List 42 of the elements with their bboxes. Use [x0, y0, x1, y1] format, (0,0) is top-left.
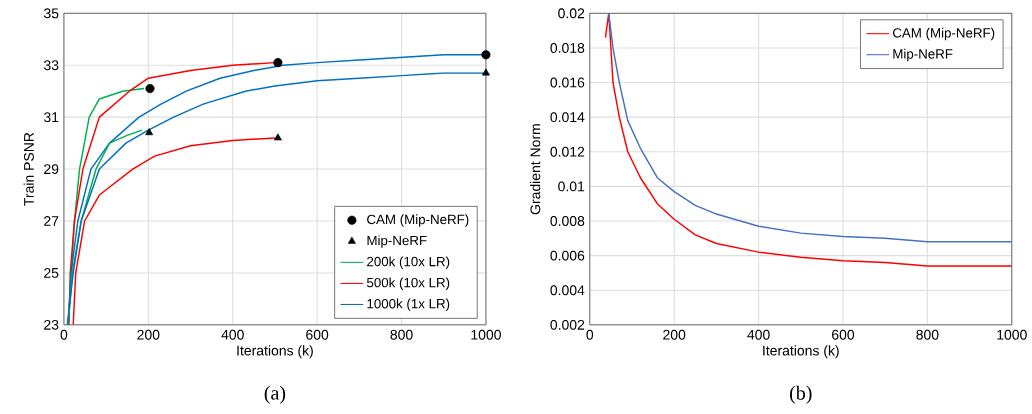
y-tick-label: 0.004	[550, 285, 585, 296]
x-tick-label: 1000	[997, 329, 1027, 340]
y-tick-label: 31	[43, 112, 59, 123]
y-tick-label: 23	[44, 319, 59, 330]
text: (b)	[790, 385, 812, 404]
legend-label: Mip-NeRF	[367, 235, 427, 248]
x-tick-label: 200	[137, 329, 160, 340]
y-tick-label: 29	[44, 164, 59, 175]
legend-label: 500k (10x LR)	[366, 277, 450, 290]
x-tick-label: 0	[586, 329, 594, 340]
text: (a)	[264, 385, 286, 404]
y-tick-label: 25	[44, 267, 59, 278]
y-tick-label: 0.002	[550, 319, 585, 330]
y-tick-label: 0.02	[558, 8, 585, 19]
x-tick-label: 0	[60, 329, 68, 340]
x-tick-label: 800	[916, 329, 939, 340]
x-tick-label: 600	[832, 329, 855, 340]
y-axis-title: Train PSNR	[23, 132, 34, 206]
x-tick-label: 1000	[471, 329, 501, 340]
x-tick-label: 400	[221, 329, 244, 340]
y-tick-label: 35	[43, 8, 59, 19]
y-tick-label: 0.012	[550, 146, 585, 157]
y-tick-label: 0.006	[550, 250, 585, 261]
x-tick-label: 800	[390, 329, 413, 340]
legend-label: Mip-NeRF	[893, 48, 953, 62]
y-tick-label: 0.014	[550, 112, 585, 123]
x-tick-label: 600	[306, 329, 329, 340]
legend-label: 200k (10x LR)	[367, 256, 450, 269]
y-tick-label: 27	[44, 216, 59, 226]
legend-label: CAM (Mip-NeRF)	[367, 214, 469, 227]
x-axis-title: Iterations (k)	[763, 345, 839, 359]
legend-label: 1000k (1x LR)	[367, 298, 450, 311]
x-tick-label: 200	[663, 329, 686, 340]
x-axis-title: Iterations (k)	[237, 345, 313, 359]
y-tick-label: 0.008	[550, 216, 585, 226]
y-tick-label: 0.018	[550, 42, 585, 53]
legend-label: CAM (Mip-NeRF)	[892, 27, 995, 41]
x-tick-label: 400	[747, 329, 770, 340]
y-tick-label: 33	[43, 60, 59, 71]
y-tick-label: 0.01	[558, 181, 585, 192]
y-axis-title: Gradient Norm	[530, 124, 541, 215]
y-tick-label: 0.016	[550, 77, 585, 88]
